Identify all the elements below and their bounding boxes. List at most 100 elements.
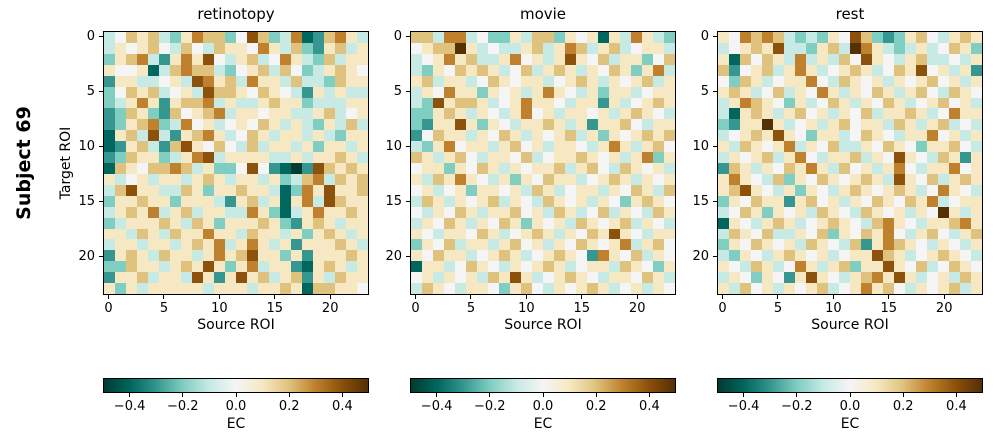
heatmap-cell (444, 141, 455, 153)
heatmap-cell (905, 195, 916, 207)
heatmap-cell (236, 228, 247, 240)
x-tick-label: 0 (411, 301, 420, 316)
heatmap-cell (905, 64, 916, 76)
heatmap-cell (181, 261, 192, 273)
heatmap-cell (850, 119, 861, 131)
heatmap-cell (225, 272, 236, 284)
heatmap-cell (631, 283, 642, 294)
heatmap-cell (828, 97, 839, 109)
heatmap-cell (642, 32, 653, 43)
heatmap-cell (225, 97, 236, 109)
heatmap-cell (280, 239, 291, 251)
heatmap-cell (335, 75, 346, 87)
heatmap-cell (104, 108, 115, 120)
heatmap-cell (587, 206, 598, 218)
heatmap-cell (236, 195, 247, 207)
heatmap-cell (960, 86, 971, 98)
heatmap-cell (225, 42, 236, 54)
heatmap-cell (159, 32, 170, 43)
heatmap-cell (751, 217, 762, 229)
heatmap-cell (576, 206, 587, 218)
heatmap-cell (269, 108, 280, 120)
heatmap-cell (565, 130, 576, 142)
heatmap-cell (159, 119, 170, 131)
heatmap-cell (664, 130, 675, 142)
heatmap-cell (927, 283, 938, 294)
heatmap-cell (115, 239, 126, 251)
heatmap-cell (949, 206, 960, 218)
heatmap-cell (653, 173, 664, 185)
heatmap-cell (521, 283, 532, 294)
heatmap-cell (598, 119, 609, 131)
heatmap-cell (521, 272, 532, 284)
colorbar-tick-mark (849, 393, 851, 397)
heatmap-cell (247, 97, 258, 109)
heatmap-cell (554, 261, 565, 273)
heatmap-cell (532, 163, 543, 174)
heatmap-cell (894, 195, 905, 207)
heatmap-cell (269, 283, 280, 294)
heatmap-cell (565, 261, 576, 273)
heatmap-cell (455, 141, 466, 153)
heatmap-cell (532, 42, 543, 54)
heatmap-cell (576, 283, 587, 294)
heatmap-cell (225, 195, 236, 207)
colorbar-label: EC (840, 416, 860, 432)
heatmap-cell (565, 272, 576, 284)
heatmap-cell (510, 42, 521, 54)
heatmap-cell (729, 272, 740, 284)
heatmap-cell (872, 217, 883, 229)
heatmap-cell (729, 228, 740, 240)
heatmap-cell (126, 108, 137, 120)
heatmap-cell (346, 261, 357, 273)
heatmap-cell (905, 86, 916, 98)
heatmap-cell (510, 163, 521, 174)
heatmap-cell (444, 228, 455, 240)
heatmap-cell (148, 173, 159, 185)
heatmap-cell (477, 272, 488, 284)
heatmap-cell (729, 195, 740, 207)
colorbar-tick-mark (743, 393, 745, 397)
heatmap-cell (631, 206, 642, 218)
heatmap-cell (938, 228, 949, 240)
heatmap-cell (477, 86, 488, 98)
heatmap-cell (269, 97, 280, 109)
heatmap-cell (905, 163, 916, 174)
x-tick-label: 15 (266, 301, 284, 316)
y-tick-mark (406, 201, 410, 202)
subplot-title: rest (835, 5, 865, 23)
heatmap-cell (159, 42, 170, 54)
heatmap-cell (433, 152, 444, 163)
heatmap-cell (532, 206, 543, 218)
heatmap-cell (115, 173, 126, 185)
heatmap-cell (795, 53, 806, 65)
heatmap-cell (762, 283, 773, 294)
heatmap-cell (159, 206, 170, 218)
heatmap-cell (302, 53, 313, 65)
heatmap-cell (916, 53, 927, 65)
heatmap-cell (762, 173, 773, 185)
heatmap-cell (729, 75, 740, 87)
heatmap-cell (126, 32, 137, 43)
heatmap-cell (422, 141, 433, 153)
heatmap-cell (422, 195, 433, 207)
heatmap-cell (861, 130, 872, 142)
heatmap-cell (510, 119, 521, 131)
heatmap-cell (444, 195, 455, 207)
heatmap-cell (916, 283, 927, 294)
heatmap-cell (620, 32, 631, 43)
heatmap-cell (148, 261, 159, 273)
heatmap-cell (620, 239, 631, 251)
heatmap-cell (477, 64, 488, 76)
heatmap-cell (357, 32, 368, 43)
heatmap-cell (313, 195, 324, 207)
heatmap-cell (269, 86, 280, 98)
heatmap-cell (916, 239, 927, 251)
heatmap-cell (554, 283, 565, 294)
heatmap-cell (126, 86, 137, 98)
heatmap-cell (280, 119, 291, 131)
heatmap-cell (422, 272, 433, 284)
heatmap-cell (784, 86, 795, 98)
heatmap-cell (236, 75, 247, 87)
heatmap-cell (181, 42, 192, 54)
